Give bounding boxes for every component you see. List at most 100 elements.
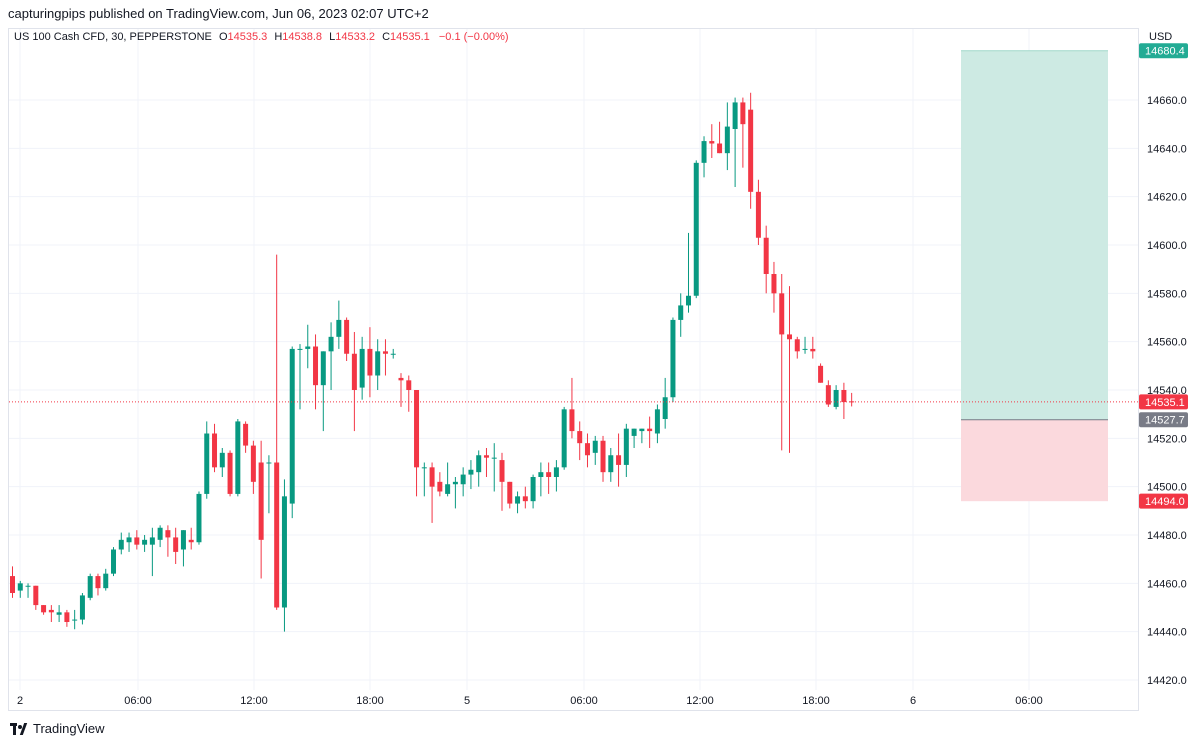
candle [468,460,474,490]
candle [577,421,583,461]
target-price-badge-bg [1139,43,1188,59]
open-value: 14535.3 [227,31,268,43]
candle-body [600,440,606,473]
time-tick-label: 06:00 [570,695,598,707]
candle-body [212,433,218,468]
candle-body [250,445,256,482]
candle [382,339,388,376]
candle-body [281,496,287,608]
candle [165,525,171,557]
candle-body [693,162,699,296]
candle-body [841,390,847,403]
candle-body [569,409,575,432]
candle [344,317,350,361]
candle [717,121,723,154]
candle-body [794,339,800,352]
candle-body [297,348,303,350]
candle-body [351,353,357,390]
price-tick-label: 14660.0 [1147,95,1187,107]
candle [771,261,777,313]
low-value: 14533.2 [335,31,375,43]
time-tick-label: 6 [910,695,916,707]
candle-body [771,274,777,294]
candle-body [678,305,684,320]
candle [313,334,319,410]
time-tick-label: 2 [17,695,23,707]
candle [802,336,808,354]
candle [654,404,660,444]
candle [196,491,202,545]
candle-body [460,474,466,485]
stop-price-badge[interactable]: 14494.0 [1139,493,1188,509]
low-label: L [329,31,336,43]
candle [701,136,707,178]
candle [188,527,194,550]
candle-body [243,423,249,446]
time-axis[interactable]: 2 06:00 12:00 18:00 5 06:00 12:00 18:00 6 06:00 [17,695,1043,707]
candle-body [95,576,101,589]
candle [421,462,427,497]
candle [250,440,256,494]
candle [639,428,645,444]
candle [678,293,684,337]
current-price-badge[interactable]: 14535.1 [1139,394,1188,410]
candle-body [313,346,319,386]
tradingview-brand[interactable]: TradingView [10,721,105,736]
candle [445,462,451,497]
candle-body [258,462,264,540]
candle [375,339,381,390]
candle [328,322,334,390]
candle [79,593,85,625]
target-price-badge[interactable]: 14680.4 [1139,43,1188,59]
candle-body [763,237,769,274]
candle [25,583,31,598]
candle [452,477,458,509]
candle [476,450,482,487]
candle [623,423,629,477]
candle [56,605,62,622]
close-value: 14535.1 [390,31,430,43]
high-value: 14538.8 [282,31,323,43]
candle-body [406,380,412,390]
price-tick-label: 14420.0 [1147,675,1187,687]
candle [320,351,326,432]
candle [305,324,311,369]
candle-body [724,126,730,154]
candle-body [452,481,458,485]
candle-body [79,595,85,620]
price-axis[interactable]: 14660.0 14640.0 14620.0 14600.0 14580.0 14560… [1139,43,1188,687]
candle [530,474,536,509]
candle [833,385,839,410]
candle-body [740,102,746,125]
candle [235,419,241,497]
loss-zone[interactable] [961,419,1108,502]
candle-body [328,336,334,352]
symbol-name[interactable]: US 100 Cash CFD, 30, PEPPERSTONE [14,31,212,43]
candle [849,392,855,407]
candle [437,472,443,497]
high-label: H [274,31,283,43]
entry-price-badge[interactable]: 14527.7 [1139,412,1188,428]
candle-body [126,537,132,543]
candle [732,97,738,187]
candle-body [553,467,559,477]
candle-body [779,293,785,335]
candle [212,423,218,473]
candle-body [491,457,497,459]
stop-price-badge-text: 14494.0 [1145,496,1185,508]
profit-zone[interactable] [961,50,1108,420]
long-position-tool[interactable] [961,50,1108,502]
candle [64,609,70,627]
candle [787,286,792,453]
candle [748,92,754,209]
candle [779,274,785,451]
candle [763,225,769,294]
candle-body [849,401,855,403]
candle [157,525,163,548]
candle-body [616,455,622,465]
candle [825,380,831,407]
candle [87,573,93,601]
candle [631,428,637,448]
candle-body [48,609,54,613]
